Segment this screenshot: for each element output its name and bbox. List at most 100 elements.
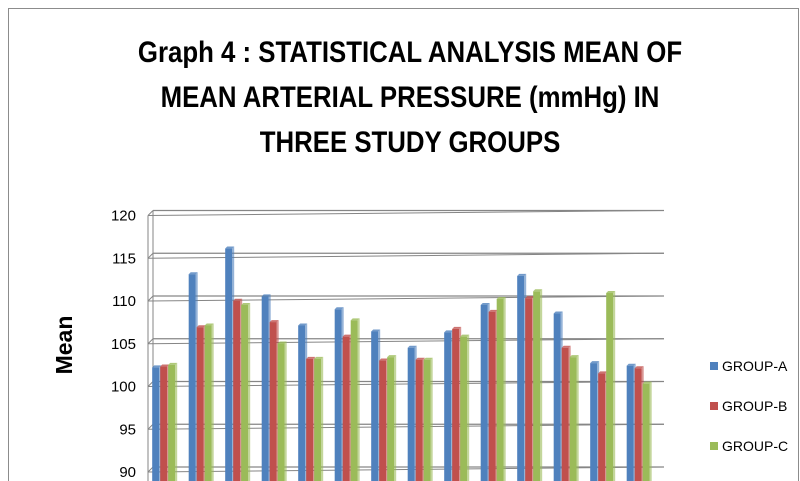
bar-top (342, 334, 352, 337)
bar (196, 327, 204, 481)
bar (525, 298, 533, 481)
bar-side (503, 297, 506, 481)
bar-top (517, 273, 527, 276)
bar-group-b-10 (488, 309, 498, 481)
bar-top (204, 323, 214, 326)
legend: GROUP-A GROUP-B GROUP-C (710, 358, 788, 454)
bar (415, 359, 423, 481)
bar-group-c-12 (569, 355, 579, 481)
bar-group-c-6 (350, 318, 360, 481)
chart-title-line-2: MEAN ARTERIAL PRESSURE (mmHg) IN (160, 81, 660, 114)
bar-top (480, 302, 490, 305)
bar (350, 320, 358, 481)
legend-swatch (710, 402, 718, 410)
bar-group-c-3 (241, 302, 251, 481)
bar-top (269, 320, 279, 323)
bar-side (649, 381, 652, 481)
bar-top (590, 361, 600, 364)
gridline-wall (147, 210, 154, 216)
bar-side (467, 334, 470, 481)
bar-group-c-7 (387, 355, 397, 481)
bar-group-a-5 (298, 323, 308, 481)
bar-top (261, 294, 271, 297)
bar-side (576, 355, 579, 481)
bar-group-b-5 (306, 356, 316, 481)
bar (444, 332, 452, 481)
bar-group-b-13 (598, 371, 608, 481)
bar-top (225, 246, 235, 249)
gridline-wall (147, 466, 154, 473)
bar-group-a-14 (626, 363, 636, 481)
bar (334, 309, 342, 481)
bar (569, 357, 577, 481)
bar-group-b-7 (379, 358, 389, 481)
bar-group-c-9 (460, 334, 470, 481)
bar-top (606, 291, 616, 294)
gridline-depth (147, 210, 665, 216)
bar-group-a-2 (188, 272, 198, 481)
bar-side (357, 318, 360, 481)
chart-title-line-3: THREE STUDY GROUPS (259, 126, 561, 159)
bar (598, 373, 606, 481)
axes: 90 95 100 105 110 115 120 (111, 208, 154, 481)
legend-swatch (710, 442, 718, 450)
bar-group-a-13 (590, 361, 600, 481)
bar-group-b-8 (415, 357, 425, 481)
bar-top (444, 330, 454, 333)
bar-top (533, 289, 543, 292)
bar-side (248, 302, 251, 481)
bar-group-a-12 (553, 311, 563, 481)
bar-group-b-3 (233, 298, 243, 481)
bar (517, 275, 525, 481)
legend-label: GROUP-B (722, 398, 787, 414)
bar (642, 383, 650, 481)
bar-group-c-2 (204, 323, 214, 481)
bar (460, 336, 468, 481)
bar (488, 311, 496, 481)
bar-group-a-11 (517, 273, 527, 481)
bar-top (626, 363, 636, 366)
y-tick-label: 115 (112, 250, 136, 267)
bar-group-c-1 (168, 362, 178, 481)
y-tick-label: 110 (112, 293, 136, 310)
bar-group-a-9 (444, 330, 454, 481)
bar-top (415, 357, 425, 360)
bar-group-b-2 (196, 325, 206, 481)
bar-top (634, 366, 644, 369)
bar-group-c-8 (423, 357, 433, 481)
bar (314, 358, 322, 481)
bar-group-a-8 (407, 345, 417, 481)
legend-swatch (710, 362, 718, 370)
bar-top (152, 365, 162, 368)
bar (277, 343, 285, 481)
bar (188, 274, 196, 481)
bar-top (423, 357, 433, 360)
bar-top (598, 371, 608, 374)
y-tick-label: 90 (119, 464, 136, 481)
bar-top (371, 329, 381, 332)
bar (379, 360, 387, 481)
bar-top (379, 358, 389, 361)
gridline-wall (147, 423, 154, 430)
bar (306, 358, 314, 481)
gridline-wall (147, 295, 154, 302)
bar-group-b-4 (269, 320, 279, 481)
bar (626, 365, 634, 481)
bar-group-a-10 (480, 302, 490, 481)
bar-top (160, 364, 170, 367)
bar (160, 366, 168, 481)
bar (480, 304, 488, 481)
bar-group-c-14 (642, 381, 652, 481)
bar (634, 368, 642, 481)
bar (553, 313, 561, 481)
bar-top (387, 355, 397, 358)
bar (298, 325, 306, 481)
legend-item-group-b: GROUP-B (710, 398, 787, 414)
legend-item-group-c: GROUP-C (710, 438, 788, 454)
gridline-wall (147, 252, 154, 259)
bar-side (394, 355, 397, 481)
legend-item-group-a: GROUP-A (710, 358, 788, 374)
bar (606, 293, 614, 481)
y-tick-label: 95 (119, 421, 136, 438)
